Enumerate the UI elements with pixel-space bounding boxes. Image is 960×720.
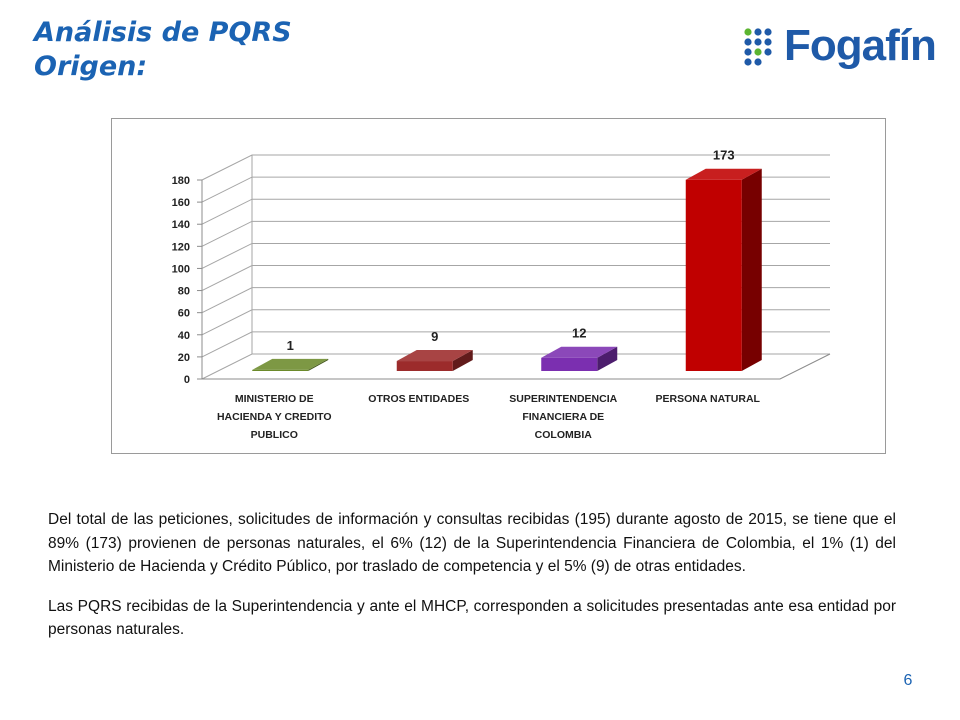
x-tick-label: MINISTERIO DE HACIENDA Y CREDITO PUBLICO: [217, 393, 332, 441]
body-text: Del total de las peticiones, solicitudes…: [48, 508, 896, 642]
logo-dot: [754, 48, 762, 56]
x-tick-label-line: SUPERINTENDENCIA: [509, 393, 617, 405]
data-label: 173: [713, 148, 735, 163]
logo-dot: [744, 48, 752, 56]
bar-front: [541, 357, 598, 371]
y-tick-label: 40: [178, 330, 190, 342]
logo-dot: [744, 38, 752, 46]
x-tick-label-line: COLOMBIA: [535, 429, 593, 441]
paragraph-1: Del total de las peticiones, solicitudes…: [48, 511, 896, 575]
logo-dot: [744, 58, 752, 66]
x-tick-label: SUPERINTENDENCIA FINANCIERA DE COLOMBIA: [509, 393, 617, 441]
fogafin-dots-icon: [744, 28, 772, 66]
logo-dot: [764, 48, 772, 56]
bar-top: [396, 350, 473, 362]
y-tick-label: 20: [178, 352, 190, 364]
bar-front: [685, 179, 742, 371]
x-tick-label: OTROS ENTIDADES: [368, 393, 469, 405]
slide-title-line2: Origen:: [34, 51, 148, 82]
y-tick-label: 0: [184, 374, 190, 386]
x-tick-label-line: FINANCIERA DE: [522, 411, 604, 423]
logo-dot: [764, 28, 772, 36]
y-tick-label: 160: [172, 197, 190, 209]
x-tick-label-line: OTROS ENTIDADES: [368, 393, 469, 405]
logo-dot: [744, 28, 752, 36]
data-label: 1: [287, 338, 294, 353]
bar-front: [396, 361, 453, 371]
bar-side: [597, 346, 618, 371]
y-tick-label: 80: [178, 286, 190, 298]
x-tick-label-line: PERSONA NATURAL: [656, 393, 761, 405]
bar-side: [741, 168, 762, 371]
chart-container: 0 20 40 60 80 100 120 140 160 180 1 MINISTERIO DE HA…: [111, 118, 886, 454]
y-tick-label: 100: [172, 263, 190, 275]
bar-3: [541, 346, 618, 371]
bar-chart: 0 20 40 60 80 100 120 140 160 180 1 MINISTERIO DE HA…: [172, 148, 831, 441]
logo-dot: [754, 28, 762, 36]
fogafin-logo: Fogafín: [744, 21, 944, 74]
slide-title-line1: Análisis de PQRS: [34, 17, 292, 48]
data-label: 9: [431, 329, 438, 344]
paragraph-2: Las PQRS recibidas de la Superintendenci…: [48, 597, 896, 639]
y-tick-label: 60: [178, 308, 190, 320]
slide-title: Análisis de PQRS Origen:: [34, 16, 292, 84]
x-tick-label-line: MINISTERIO DE: [235, 393, 314, 405]
bar-top: [541, 346, 618, 358]
logo-text: Fogafín: [784, 21, 937, 70]
x-tick-label: PERSONA NATURAL: [656, 393, 761, 405]
logo-dot: [764, 38, 772, 46]
floor-edge: [202, 353, 831, 380]
y-tick-label: 120: [172, 241, 190, 253]
bar-2: [396, 350, 473, 371]
logo-dot: [754, 38, 762, 46]
y-tick-label: 180: [172, 175, 190, 187]
y-tick-label: 140: [172, 219, 190, 231]
bar-front: [252, 369, 309, 371]
page-number: 6: [903, 672, 913, 689]
bar-4: [685, 168, 762, 371]
bar-side: [452, 350, 473, 371]
x-tick-label-line: HACIENDA Y CREDITO: [217, 411, 332, 423]
logo-dot: [754, 58, 762, 66]
data-label: 12: [572, 326, 586, 341]
bar-top: [252, 358, 329, 370]
bar-1: [252, 358, 329, 371]
bar-side: [308, 358, 329, 371]
x-tick-label-line: PUBLICO: [251, 429, 298, 441]
bar-top: [685, 168, 762, 180]
